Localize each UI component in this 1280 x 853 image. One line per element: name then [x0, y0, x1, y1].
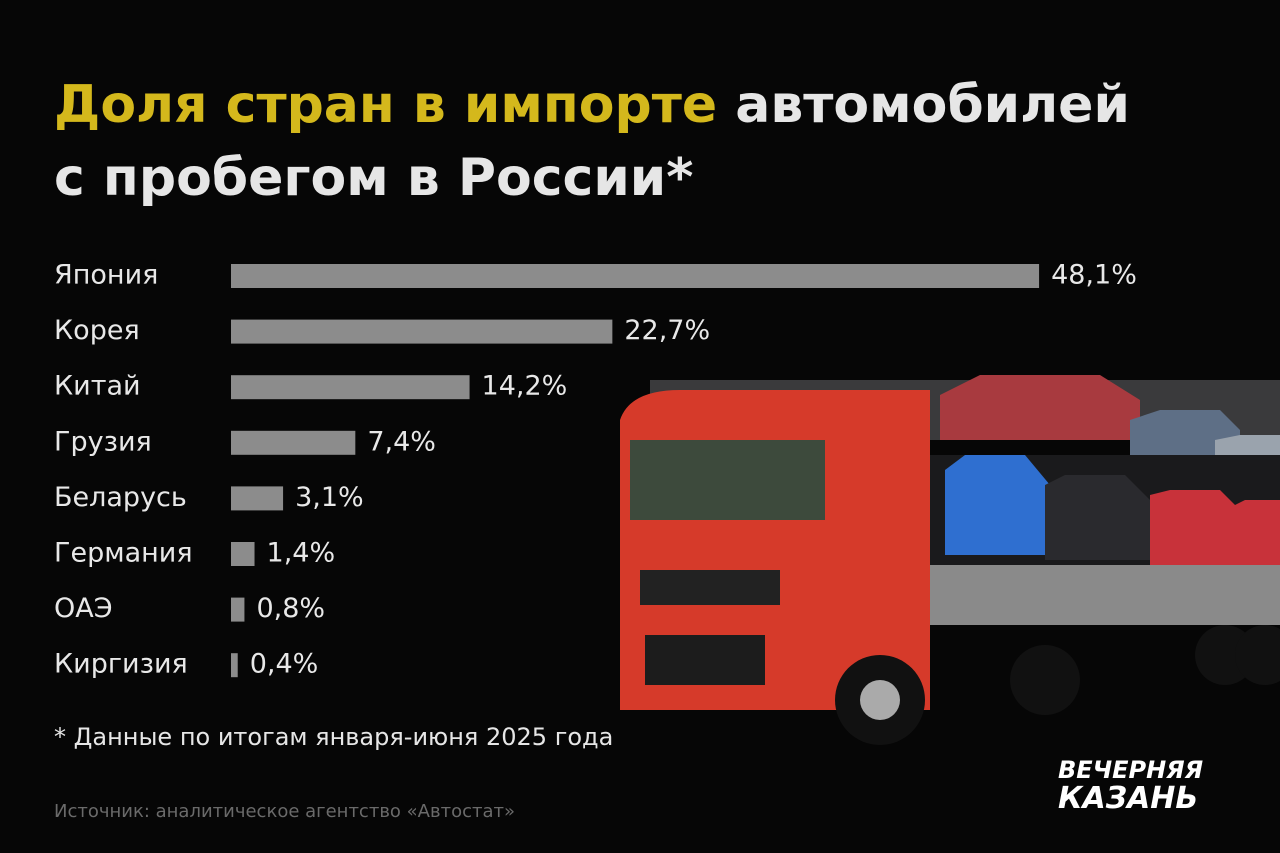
category-label: Германия — [54, 538, 193, 569]
value-label: 22,7% — [624, 315, 710, 346]
logo-text: КАЗАНЬ — [1058, 781, 1198, 816]
title-text: автомобилей — [735, 75, 1130, 135]
category-label: Беларусь — [54, 482, 187, 513]
logo-text: ВЕЧЕРНЯЯ — [1058, 756, 1203, 784]
category-label: Китай — [54, 371, 141, 402]
category-label: Грузия — [54, 426, 152, 457]
value-label: 3,1% — [295, 482, 364, 513]
logo: ВЕЧЕРНЯЯ КАЗАНЬ — [1058, 756, 1203, 816]
chart-title: Доля стран в импорте автомобилей — [54, 75, 1130, 135]
bar — [231, 542, 255, 566]
category-label: Корея — [54, 315, 140, 346]
chart-title: с пробегом в России* — [54, 148, 693, 208]
car — [1235, 500, 1280, 570]
value-label: 1,4% — [267, 538, 336, 569]
grille — [640, 570, 780, 605]
grille — [645, 635, 765, 685]
source: Источник: аналитическое агентство «Автос… — [54, 801, 515, 822]
bar — [231, 264, 1040, 288]
title-highlight: Доля стран в импорте — [54, 75, 717, 135]
bar — [231, 653, 238, 678]
wheel — [1010, 645, 1080, 715]
value-label: 0,8% — [256, 593, 325, 624]
value-label: 7,4% — [367, 426, 436, 457]
bar — [231, 486, 284, 511]
wheel — [1235, 625, 1280, 685]
car — [945, 455, 1050, 555]
category-label: ОАЭ — [54, 593, 113, 624]
value-label: 14,2% — [482, 371, 568, 402]
hub — [860, 680, 900, 720]
category-label: Киргизия — [54, 649, 188, 680]
bar — [231, 597, 245, 622]
car — [940, 375, 1140, 440]
category-label: Япония — [54, 260, 158, 291]
windshield — [630, 440, 825, 520]
car — [1045, 475, 1155, 560]
footnote: * Данные по итогам января-июня 2025 года — [54, 723, 613, 751]
bar — [231, 375, 470, 400]
bar — [231, 430, 356, 455]
trailer — [930, 565, 1280, 625]
value-label: 0,4% — [250, 649, 319, 680]
value-label: 48,1% — [1051, 260, 1137, 291]
car — [1150, 490, 1240, 565]
car — [1130, 410, 1240, 460]
bar — [231, 319, 613, 344]
truck-illustration — [620, 375, 1280, 745]
